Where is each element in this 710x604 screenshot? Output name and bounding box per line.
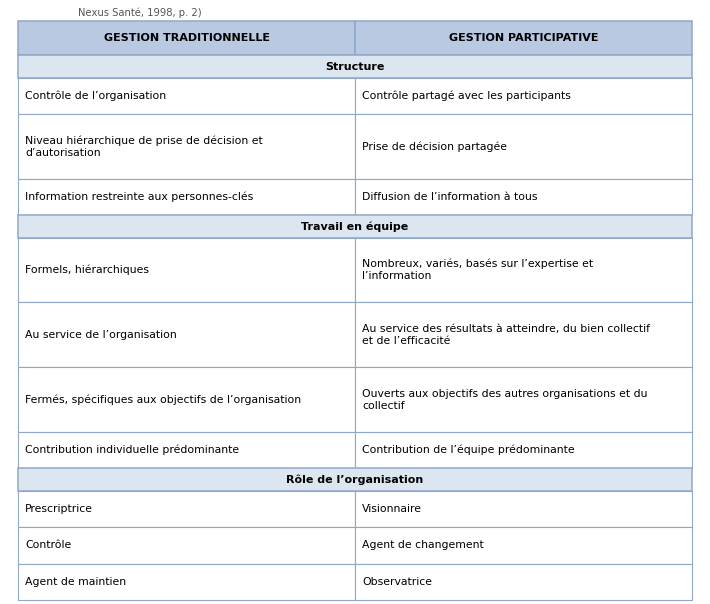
Bar [18, 432, 355, 469]
Text: Information restreinte aux personnes-clés: Information restreinte aux personnes-clé… [25, 192, 253, 202]
Bar [18, 564, 355, 600]
Bar [18, 216, 692, 237]
Text: Formels, hiérarchiques: Formels, hiérarchiques [25, 265, 149, 275]
Text: Visionnaire: Visionnaire [362, 504, 422, 514]
Bar [18, 303, 355, 367]
Text: Agent de maintien: Agent de maintien [25, 577, 126, 586]
Text: Au service des résultats à atteindre, du bien collectif
et de l’efficacité: Au service des résultats à atteindre, du… [362, 324, 650, 346]
Bar [18, 78, 355, 114]
Text: Contrôle de l’organisation: Contrôle de l’organisation [25, 91, 166, 101]
Bar [18, 179, 355, 216]
Bar [355, 432, 692, 469]
Text: Niveau hiérarchique de prise de décision et
d’autorisation: Niveau hiérarchique de prise de décision… [25, 135, 263, 158]
Bar [355, 179, 692, 216]
Text: Prise de décision partagée: Prise de décision partagée [362, 141, 507, 152]
Bar [18, 114, 355, 179]
Bar [18, 21, 355, 56]
Text: Au service de l’organisation: Au service de l’organisation [25, 330, 177, 340]
Text: Contrôle partagé avec les participants: Contrôle partagé avec les participants [362, 91, 571, 101]
Text: Observatrice: Observatrice [362, 577, 432, 586]
Bar [355, 564, 692, 600]
Text: Travail en équipe: Travail en équipe [301, 221, 409, 232]
Text: Nombreux, variés, basés sur l’expertise et
l’information: Nombreux, variés, basés sur l’expertise … [362, 259, 593, 281]
Bar [18, 469, 692, 490]
Bar [355, 237, 692, 303]
Text: Structure: Structure [325, 62, 385, 71]
Bar [355, 303, 692, 367]
Bar [18, 490, 355, 527]
Text: Ouverts aux objectifs des autres organisations et du
collectif: Ouverts aux objectifs des autres organis… [362, 388, 648, 411]
Text: Contribution de l’équipe prédominante: Contribution de l’équipe prédominante [362, 445, 574, 455]
Bar [18, 237, 355, 303]
Text: Contribution individuelle prédominante: Contribution individuelle prédominante [25, 445, 239, 455]
Text: Agent de changement: Agent de changement [362, 541, 484, 550]
Bar [355, 367, 692, 432]
Bar [355, 490, 692, 527]
Bar [355, 78, 692, 114]
Bar [18, 367, 355, 432]
Text: Nexus Santé, 1998, p. 2): Nexus Santé, 1998, p. 2) [78, 7, 202, 18]
Text: Rôle de l’organisation: Rôle de l’organisation [286, 474, 424, 485]
Text: GESTION PARTICIPATIVE: GESTION PARTICIPATIVE [449, 33, 599, 43]
Text: Diffusion de l’information à tous: Diffusion de l’information à tous [362, 192, 537, 202]
Text: Fermés, spécifiques aux objectifs de l’organisation: Fermés, spécifiques aux objectifs de l’o… [25, 394, 301, 405]
Text: Contrôle: Contrôle [25, 541, 71, 550]
Bar [355, 114, 692, 179]
Bar [18, 56, 692, 78]
Text: GESTION TRADITIONNELLE: GESTION TRADITIONNELLE [104, 33, 270, 43]
Text: Prescriptrice: Prescriptrice [25, 504, 93, 514]
Bar [355, 21, 692, 56]
Bar [355, 527, 692, 564]
Bar [18, 527, 355, 564]
